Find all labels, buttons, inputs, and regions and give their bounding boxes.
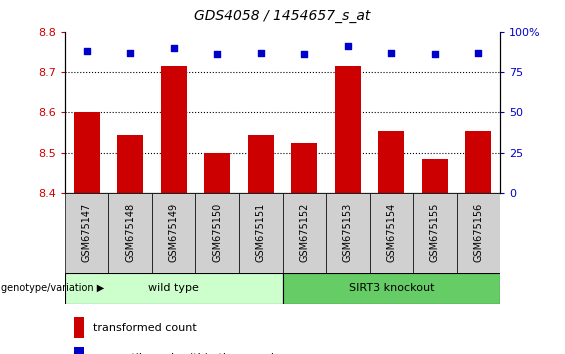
Bar (370, 193, 413, 273)
Bar (291, 143, 318, 193)
Text: transformed count: transformed count (93, 322, 197, 333)
Bar (65, 273, 282, 304)
Bar (117, 135, 144, 193)
Text: GSM675147: GSM675147 (82, 203, 92, 262)
Bar (378, 131, 405, 193)
Text: GSM675148: GSM675148 (125, 203, 135, 262)
Bar (152, 193, 195, 273)
Bar (195, 193, 239, 273)
Point (386, 50, 396, 56)
Bar (326, 193, 370, 273)
Bar (108, 193, 152, 273)
Point (343, 44, 352, 49)
Bar (421, 159, 448, 193)
Bar (204, 153, 231, 193)
Point (299, 52, 308, 57)
Bar (334, 66, 361, 193)
Text: GDS4058 / 1454657_s_at: GDS4058 / 1454657_s_at (194, 9, 371, 23)
Text: genotype/variation ▶: genotype/variation ▶ (1, 283, 105, 293)
Point (256, 50, 265, 56)
Text: wild type: wild type (148, 283, 199, 293)
Text: GSM675150: GSM675150 (212, 203, 222, 262)
Text: percentile rank within the sample: percentile rank within the sample (93, 353, 281, 354)
Bar (282, 273, 500, 304)
Bar (457, 193, 500, 273)
Point (430, 52, 439, 57)
Bar (73, 347, 84, 354)
Text: GSM675149: GSM675149 (169, 203, 179, 262)
Point (82, 48, 92, 54)
Bar (160, 66, 187, 193)
Text: GSM675155: GSM675155 (430, 203, 440, 262)
Point (125, 50, 134, 56)
Bar (65, 193, 108, 273)
Bar (239, 193, 282, 273)
Text: GSM675152: GSM675152 (299, 203, 309, 262)
Text: GSM675153: GSM675153 (343, 203, 353, 262)
Point (212, 52, 221, 57)
Point (473, 50, 483, 56)
Bar (465, 131, 492, 193)
Text: GSM675151: GSM675151 (256, 203, 266, 262)
Text: GSM675156: GSM675156 (473, 203, 483, 262)
Bar (413, 193, 457, 273)
Bar (247, 135, 274, 193)
Bar (73, 317, 84, 338)
Point (169, 45, 178, 51)
Text: GSM675154: GSM675154 (386, 203, 396, 262)
Bar (73, 113, 100, 193)
Text: SIRT3 knockout: SIRT3 knockout (349, 283, 434, 293)
Bar (282, 193, 326, 273)
